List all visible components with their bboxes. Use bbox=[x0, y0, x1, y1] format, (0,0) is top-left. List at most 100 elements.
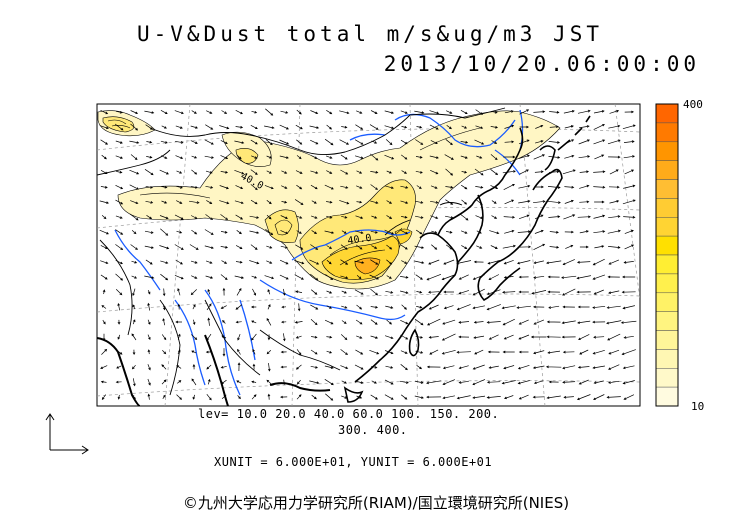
wind-arrow bbox=[132, 349, 136, 356]
wind-arrow bbox=[162, 304, 166, 311]
wind-arrow bbox=[593, 123, 605, 130]
wind-arrow bbox=[577, 365, 590, 369]
wind-arrow bbox=[384, 350, 394, 355]
wind-arrow bbox=[534, 229, 544, 234]
wind-arrow bbox=[99, 125, 109, 130]
wind-arrow bbox=[264, 275, 275, 280]
wind-arrow bbox=[562, 259, 575, 266]
vector-units: XUNIT = 6.000E+01, YUNIT = 6.000E+01 bbox=[214, 455, 493, 469]
borders bbox=[97, 107, 506, 396]
wind-arrow bbox=[430, 185, 438, 189]
wind-arrow bbox=[385, 365, 394, 369]
wind-arrow bbox=[445, 185, 454, 189]
wind-arrow bbox=[491, 215, 498, 219]
wind-arrow bbox=[443, 290, 454, 294]
wind-arrow bbox=[416, 305, 423, 309]
wind-arrow bbox=[490, 245, 498, 249]
wind-arrow bbox=[518, 350, 529, 354]
wind-arrow bbox=[205, 350, 212, 354]
wind-arrow bbox=[160, 109, 168, 115]
wind-arrow bbox=[160, 228, 169, 236]
wind-arrow bbox=[115, 244, 124, 251]
wind-arrow bbox=[325, 393, 334, 401]
wind-arrow bbox=[533, 305, 545, 309]
wind-arrow bbox=[295, 124, 303, 130]
wind-arrow bbox=[369, 349, 380, 355]
wind-arrow bbox=[533, 380, 544, 385]
wind-arrow bbox=[441, 349, 456, 355]
wind-arrow bbox=[236, 380, 242, 384]
wind-arrow bbox=[281, 320, 287, 324]
wind-arrow bbox=[310, 170, 319, 174]
wind-arrow bbox=[144, 110, 155, 114]
wind-arrow bbox=[132, 288, 136, 297]
wind-arrow bbox=[503, 276, 514, 279]
wind-arrow bbox=[266, 260, 273, 264]
wind-arrow bbox=[370, 110, 378, 114]
wind-arrow bbox=[356, 185, 363, 189]
wind-arrow bbox=[355, 349, 364, 355]
wind-arrow bbox=[144, 169, 154, 176]
wind-arrow bbox=[491, 140, 498, 144]
colorbar-swatch bbox=[655, 273, 679, 294]
wind-arrow bbox=[415, 200, 424, 204]
wind-arrow bbox=[475, 125, 484, 129]
wind-arrow bbox=[489, 230, 500, 235]
wind-arrow bbox=[490, 169, 499, 176]
wind-arrow bbox=[385, 305, 394, 309]
wind-arrow bbox=[593, 230, 606, 234]
wind-arrow bbox=[475, 199, 483, 206]
wind-arrow bbox=[265, 229, 274, 236]
wind-arrow bbox=[162, 288, 166, 297]
wind-arrow bbox=[220, 214, 229, 221]
colorbar-swatch bbox=[655, 141, 679, 161]
wind-arrow bbox=[267, 304, 271, 310]
wind-arrow bbox=[310, 110, 319, 115]
wind-arrow bbox=[219, 125, 230, 130]
wind-arrow bbox=[370, 394, 378, 400]
wind-arrow bbox=[445, 215, 454, 219]
wind-arrow bbox=[326, 305, 332, 309]
wind-arrow bbox=[296, 109, 302, 115]
wind-arrow bbox=[144, 230, 154, 234]
wind-arrow bbox=[161, 379, 167, 385]
wind-arrow bbox=[400, 350, 408, 354]
wind-arrow bbox=[622, 380, 635, 385]
wind-arrow bbox=[415, 215, 424, 219]
wind-arrow bbox=[474, 139, 485, 145]
wind-arrow bbox=[429, 349, 439, 355]
wind-arrow bbox=[504, 140, 515, 144]
wind-arrow bbox=[237, 395, 241, 400]
wind-arrow bbox=[115, 199, 124, 205]
wind-arrow bbox=[279, 139, 290, 145]
wind-arrow bbox=[266, 379, 272, 385]
wind-arrow bbox=[175, 140, 184, 144]
wind-arrow bbox=[400, 154, 408, 160]
wind-arrow bbox=[562, 305, 575, 309]
wind-arrow bbox=[608, 246, 621, 249]
wind-arrow bbox=[190, 215, 198, 219]
wind-arrow bbox=[100, 274, 108, 280]
wind-arrow bbox=[386, 319, 392, 325]
wind-arrow bbox=[220, 155, 229, 160]
wind-arrow bbox=[117, 319, 121, 325]
wind-arrow bbox=[400, 334, 409, 340]
wind-arrow bbox=[205, 185, 214, 189]
wind-arrow bbox=[177, 333, 181, 340]
wind-arrow bbox=[548, 141, 561, 144]
wind-arrow bbox=[249, 230, 260, 234]
wind-arrow bbox=[401, 215, 408, 219]
wind-arrow bbox=[546, 395, 561, 400]
contour-levels-line1: lev= 10.0 20.0 40.0 60.0 100. 150. 200. bbox=[198, 407, 500, 421]
wind-arrow bbox=[490, 125, 499, 129]
wind-arrow bbox=[100, 169, 108, 175]
wind-arrow bbox=[592, 349, 605, 355]
wind-arrow bbox=[461, 170, 468, 174]
wind-arrow bbox=[295, 170, 303, 174]
wind-arrow bbox=[146, 215, 153, 220]
wind-arrow bbox=[161, 185, 168, 189]
wind-arrow bbox=[281, 305, 287, 309]
wind-arrow bbox=[222, 287, 226, 296]
wind-arrow bbox=[130, 123, 139, 131]
wind-arrow bbox=[592, 274, 606, 280]
